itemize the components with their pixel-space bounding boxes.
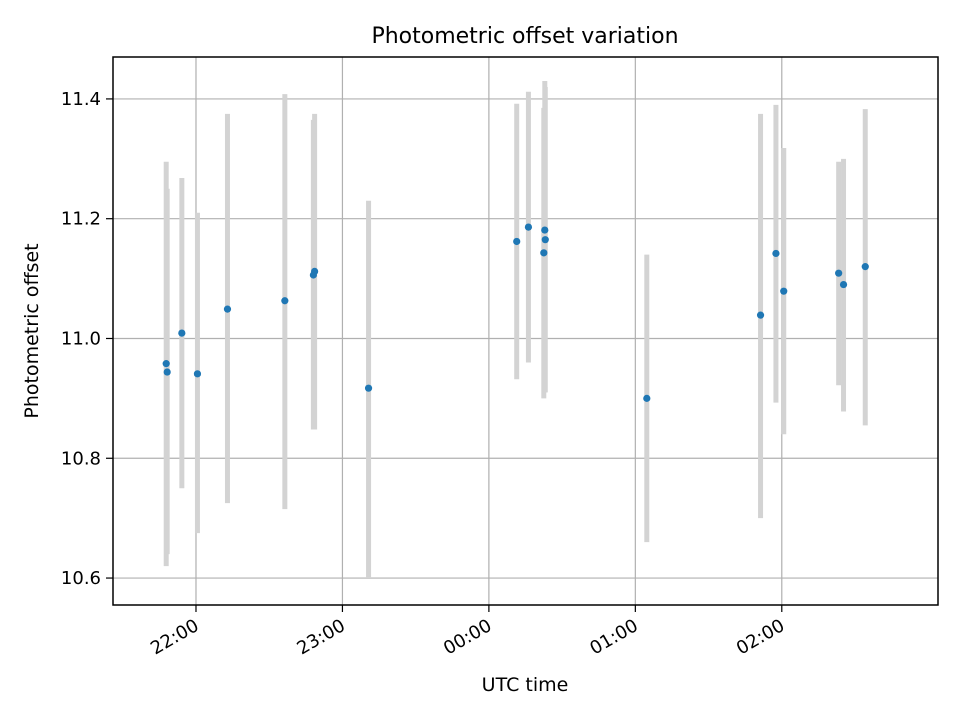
data-point <box>163 368 171 376</box>
plot-area <box>113 57 938 605</box>
data-point <box>839 280 848 289</box>
data-points <box>162 223 869 402</box>
data-point <box>524 223 533 231</box>
chart-title: Photometric offset variation <box>371 24 678 49</box>
data-point <box>541 236 549 244</box>
y-tick-label: 11.4 <box>61 89 101 110</box>
y-axis-label: Photometric offset <box>21 243 43 418</box>
data-point <box>772 249 780 258</box>
data-point <box>780 287 788 295</box>
data-point <box>541 226 549 234</box>
data-point <box>835 269 843 277</box>
y-tick-label: 11.2 <box>61 209 101 230</box>
data-point <box>162 360 170 368</box>
data-point <box>643 394 651 402</box>
data-point <box>364 384 373 392</box>
data-point <box>513 237 521 246</box>
data-point <box>281 297 289 305</box>
y-tick-label: 10.6 <box>61 568 101 589</box>
y-tick-label: 10.8 <box>61 448 101 469</box>
data-point <box>311 267 319 276</box>
grid-lines <box>113 57 938 605</box>
plot-frame <box>112 56 939 606</box>
y-tick-label: 11.0 <box>61 328 101 349</box>
data-point <box>756 311 765 319</box>
data-point <box>178 329 186 337</box>
y-axis-ticks: 10.6 10.8 11.0 11.2 11.4 <box>61 89 113 589</box>
data-point <box>540 249 548 257</box>
data-point <box>223 305 232 313</box>
data-point <box>861 263 869 271</box>
data-point <box>193 370 202 378</box>
x-axis-label: UTC time <box>482 674 569 696</box>
